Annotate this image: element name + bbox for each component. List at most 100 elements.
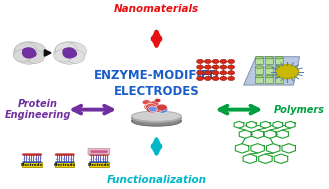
Text: Electrode: Electrode xyxy=(88,163,110,167)
FancyBboxPatch shape xyxy=(88,149,110,155)
Ellipse shape xyxy=(62,43,87,60)
Circle shape xyxy=(204,65,211,69)
Circle shape xyxy=(228,65,235,69)
Circle shape xyxy=(23,161,25,163)
Circle shape xyxy=(154,107,163,112)
Circle shape xyxy=(228,71,235,75)
Text: Nanomaterials: Nanomaterials xyxy=(114,5,199,14)
Circle shape xyxy=(149,108,155,112)
Ellipse shape xyxy=(54,42,85,64)
Circle shape xyxy=(94,154,97,156)
Text: ENZYME-MODIFIED
ELECTRODES: ENZYME-MODIFIED ELECTRODES xyxy=(94,69,219,98)
Circle shape xyxy=(228,76,235,81)
Circle shape xyxy=(58,161,60,163)
FancyBboxPatch shape xyxy=(275,67,283,74)
Circle shape xyxy=(64,154,67,156)
FancyBboxPatch shape xyxy=(22,162,42,167)
Circle shape xyxy=(156,104,167,111)
Ellipse shape xyxy=(63,48,71,54)
Ellipse shape xyxy=(13,42,44,64)
Text: Functionalization: Functionalization xyxy=(107,175,207,184)
Circle shape xyxy=(67,161,69,163)
Circle shape xyxy=(142,100,151,105)
FancyBboxPatch shape xyxy=(265,58,273,64)
Circle shape xyxy=(96,151,99,153)
Circle shape xyxy=(101,161,104,163)
Circle shape xyxy=(197,76,203,81)
Circle shape xyxy=(220,59,227,64)
Circle shape xyxy=(99,154,102,156)
Circle shape xyxy=(106,161,109,163)
FancyBboxPatch shape xyxy=(55,162,74,167)
Circle shape xyxy=(22,154,25,156)
Circle shape xyxy=(37,161,39,163)
Ellipse shape xyxy=(27,50,37,58)
Circle shape xyxy=(99,161,101,163)
Circle shape xyxy=(146,106,158,113)
FancyBboxPatch shape xyxy=(265,67,273,74)
Ellipse shape xyxy=(66,50,85,63)
Circle shape xyxy=(197,71,203,75)
Circle shape xyxy=(90,151,94,153)
Circle shape xyxy=(220,71,227,75)
Ellipse shape xyxy=(265,56,273,59)
FancyBboxPatch shape xyxy=(275,58,283,64)
Circle shape xyxy=(212,71,219,75)
Circle shape xyxy=(25,161,28,163)
Circle shape xyxy=(212,76,219,81)
FancyBboxPatch shape xyxy=(89,162,109,167)
Circle shape xyxy=(212,59,219,64)
Ellipse shape xyxy=(21,43,46,60)
Circle shape xyxy=(101,154,104,156)
Text: Electrode: Electrode xyxy=(54,163,76,167)
Ellipse shape xyxy=(255,56,263,59)
Ellipse shape xyxy=(54,50,72,62)
Circle shape xyxy=(34,154,37,156)
Ellipse shape xyxy=(132,111,181,122)
Circle shape xyxy=(60,154,63,156)
Circle shape xyxy=(146,103,156,109)
Ellipse shape xyxy=(275,75,283,78)
Circle shape xyxy=(94,161,97,163)
Circle shape xyxy=(71,154,74,156)
Circle shape xyxy=(39,154,42,156)
Ellipse shape xyxy=(63,47,76,59)
Circle shape xyxy=(157,106,168,113)
Circle shape xyxy=(149,101,159,107)
Circle shape xyxy=(150,106,157,110)
Circle shape xyxy=(89,154,92,156)
Text: Electrode: Electrode xyxy=(21,163,43,167)
Circle shape xyxy=(60,161,63,163)
Circle shape xyxy=(89,161,92,163)
Ellipse shape xyxy=(132,116,181,126)
Ellipse shape xyxy=(275,66,283,68)
FancyBboxPatch shape xyxy=(255,58,263,64)
FancyBboxPatch shape xyxy=(255,67,263,74)
Ellipse shape xyxy=(26,50,44,63)
Circle shape xyxy=(197,65,203,69)
Circle shape xyxy=(204,76,211,81)
Circle shape xyxy=(145,104,157,111)
Circle shape xyxy=(220,65,227,69)
Circle shape xyxy=(145,104,153,109)
Circle shape xyxy=(69,161,72,163)
Text: Polymers: Polymers xyxy=(274,105,325,115)
Ellipse shape xyxy=(22,47,36,59)
Circle shape xyxy=(103,154,106,156)
FancyBboxPatch shape xyxy=(265,77,273,83)
Ellipse shape xyxy=(255,75,263,78)
Circle shape xyxy=(275,65,299,79)
Circle shape xyxy=(27,154,30,156)
Circle shape xyxy=(148,106,157,112)
Ellipse shape xyxy=(132,113,181,123)
Ellipse shape xyxy=(68,50,77,58)
Circle shape xyxy=(30,161,32,163)
Circle shape xyxy=(32,154,35,156)
Circle shape xyxy=(154,98,161,102)
Circle shape xyxy=(91,154,95,156)
Circle shape xyxy=(69,154,72,156)
Ellipse shape xyxy=(265,66,273,68)
Circle shape xyxy=(63,161,65,163)
Circle shape xyxy=(102,151,105,153)
Circle shape xyxy=(104,161,106,163)
